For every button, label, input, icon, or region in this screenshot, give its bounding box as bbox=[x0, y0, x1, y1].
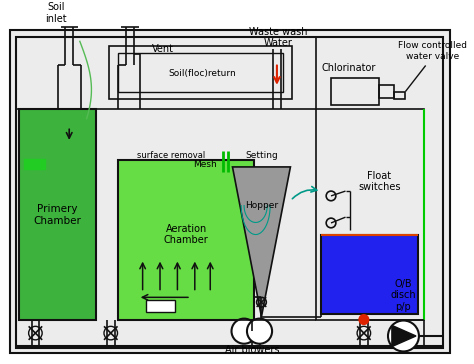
Bar bbox=[316, 109, 424, 320]
Bar bbox=[16, 36, 316, 109]
Text: Vent: Vent bbox=[152, 44, 174, 54]
Bar bbox=[379, 85, 394, 98]
Text: O/B
disch
p/p: O/B disch p/p bbox=[391, 278, 416, 312]
Text: Flow controlled
water valve: Flow controlled water valve bbox=[398, 41, 467, 61]
Bar bbox=[109, 46, 292, 99]
Circle shape bbox=[388, 321, 419, 351]
Text: Mesh: Mesh bbox=[193, 161, 217, 170]
Circle shape bbox=[231, 318, 256, 344]
Bar bbox=[16, 36, 443, 348]
Bar bbox=[118, 160, 254, 320]
Text: Air blowers: Air blowers bbox=[225, 345, 279, 356]
Text: Chlorinator: Chlorinator bbox=[321, 63, 375, 74]
Text: Hopper: Hopper bbox=[245, 201, 278, 210]
Text: Aeration
Chamber: Aeration Chamber bbox=[164, 224, 209, 245]
Text: surface removal: surface removal bbox=[137, 151, 206, 160]
Text: Primery
Chamber: Primery Chamber bbox=[34, 205, 82, 226]
Bar bbox=[24, 159, 45, 169]
Bar bbox=[321, 234, 418, 314]
Bar bbox=[118, 53, 283, 92]
Polygon shape bbox=[392, 325, 416, 347]
Bar bbox=[394, 92, 405, 99]
Text: Soil(floc)return: Soil(floc)return bbox=[169, 69, 237, 78]
Circle shape bbox=[247, 318, 272, 344]
Bar bbox=[146, 300, 174, 312]
Circle shape bbox=[359, 315, 369, 324]
Bar bbox=[331, 78, 379, 105]
Text: Setting: Setting bbox=[245, 151, 278, 160]
Text: Float
switches: Float switches bbox=[358, 171, 401, 192]
Bar bbox=[19, 109, 96, 320]
Text: Soil
inlet: Soil inlet bbox=[45, 2, 66, 24]
Polygon shape bbox=[232, 167, 291, 317]
Text: Waste wash
Water: Waste wash Water bbox=[249, 27, 307, 48]
